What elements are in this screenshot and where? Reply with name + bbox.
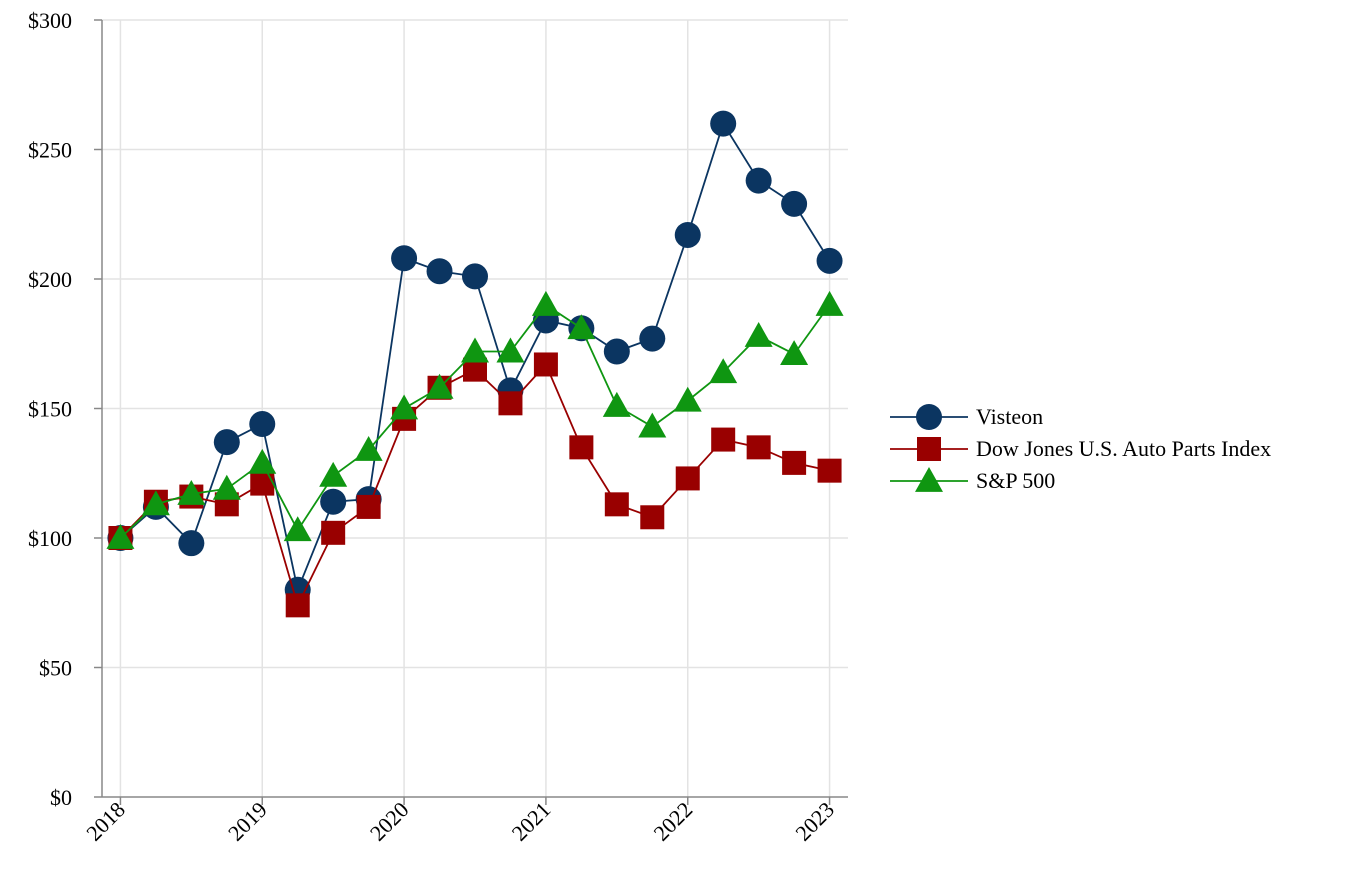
data-point (356, 494, 381, 519)
data-point (213, 429, 240, 456)
data-point (639, 325, 666, 352)
data-point (710, 110, 737, 137)
series-square (108, 352, 842, 618)
data-point (321, 520, 346, 545)
data-point (782, 450, 807, 475)
data-point (531, 290, 560, 316)
grid (102, 19, 848, 797)
data-point (320, 488, 347, 515)
series-triangle (106, 290, 844, 549)
data-point (817, 458, 842, 483)
y-tick-label: $300 (28, 8, 72, 33)
x-tick-label: 2021 (507, 797, 556, 846)
y-tick-label: $250 (28, 138, 72, 163)
legend-label: Visteon (976, 404, 1043, 429)
data-point (673, 386, 702, 412)
data-point (604, 492, 629, 517)
data-point (674, 221, 701, 248)
data-point (141, 490, 170, 516)
legend-marker (916, 404, 942, 430)
data-point (498, 391, 523, 416)
legend-marker (915, 467, 943, 492)
data-point (815, 290, 844, 316)
y-tick-label: $0 (50, 785, 72, 810)
x-tick-label: 2018 (81, 797, 130, 846)
data-point (212, 474, 241, 500)
legend: Visteon Dow Jones U.S. Auto Parts Index S&… (890, 404, 1271, 493)
x-tick-label: 2019 (223, 797, 272, 846)
data-point (461, 337, 489, 363)
data-point (462, 263, 488, 290)
data-point (711, 427, 736, 452)
data-point (567, 314, 596, 340)
legend-label: Dow Jones U.S. Auto Parts Index (976, 436, 1271, 461)
data-point (675, 466, 700, 491)
series-layer (106, 110, 844, 618)
data-point (391, 245, 418, 272)
data-point (177, 479, 206, 505)
data-point (390, 394, 419, 420)
data-point (426, 258, 453, 285)
data-point (745, 167, 772, 194)
x-tick-label: 2022 (648, 797, 697, 846)
data-point (496, 337, 525, 363)
data-point (285, 593, 310, 618)
x-tick-label: 2023 (790, 797, 839, 846)
y-tick-label: $150 (28, 397, 72, 422)
data-point (709, 358, 738, 384)
y-tick-label: $100 (28, 526, 72, 551)
data-point (781, 190, 808, 217)
data-point (249, 411, 276, 438)
y-tick-label: $50 (39, 656, 72, 681)
data-point (816, 247, 843, 274)
data-point (106, 524, 135, 549)
data-point (178, 530, 205, 557)
data-point (425, 373, 454, 399)
legend-entry: S&P 500 (890, 467, 1055, 493)
data-point (603, 338, 630, 365)
data-point (746, 435, 771, 460)
y-tick-label: $200 (28, 267, 72, 292)
data-point (354, 435, 383, 461)
data-point (283, 516, 312, 542)
data-point (533, 352, 558, 377)
legend-entry: Dow Jones U.S. Auto Parts Index (890, 436, 1271, 461)
legend-entry: Visteon (890, 404, 1043, 430)
data-point (638, 412, 667, 438)
data-point (248, 448, 277, 474)
data-point (250, 471, 275, 496)
data-point (569, 435, 594, 460)
legend-label: S&P 500 (976, 468, 1055, 493)
legend-marker (917, 437, 941, 461)
data-point (319, 461, 348, 487)
data-point (602, 391, 631, 417)
x-tick-label: 2020 (365, 797, 414, 846)
data-point (780, 340, 809, 366)
data-point (640, 505, 665, 530)
data-point (744, 321, 773, 347)
